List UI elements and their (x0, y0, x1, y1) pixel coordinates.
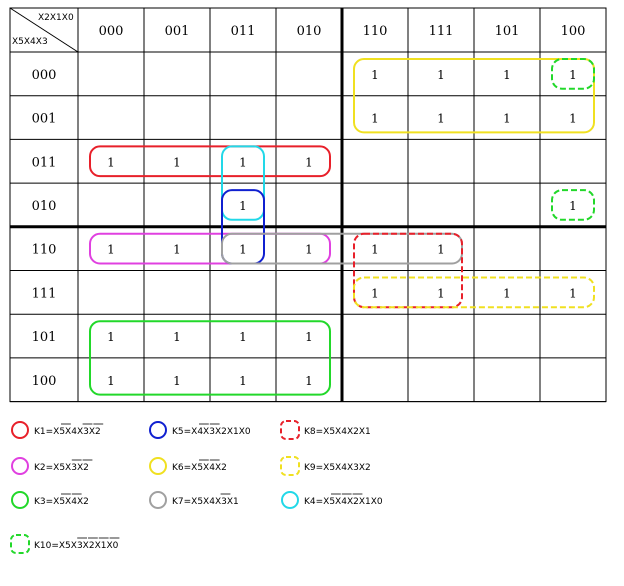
cell-one: 1 (371, 286, 379, 300)
cell-one: 1 (239, 243, 247, 257)
column-header: 001 (165, 24, 190, 39)
cell-one: 1 (305, 243, 313, 257)
legend-label-k10: K10=X5X3X2X1X0 (34, 541, 119, 551)
group-loop-k10 (551, 58, 595, 90)
cell-one: 1 (239, 330, 247, 344)
cell-one: 1 (371, 243, 379, 257)
legend-swatch (11, 421, 29, 439)
cell-one: 1 (503, 68, 511, 82)
cell-one: 1 (173, 330, 181, 344)
group-loop-k1 (89, 145, 331, 178)
legend-swatch (280, 456, 300, 476)
cell-one: 1 (305, 374, 313, 388)
legend-label-k7: K7=X5X4X3X1 (172, 497, 239, 507)
legend: K1=X5X4X3X2 K5=X4X3X2X1X0 K8=X5X4X2X1 K2=X5… (10, 420, 383, 554)
legend-swatch (11, 457, 29, 475)
column-header: 100 (561, 24, 586, 39)
cell-one: 1 (503, 286, 511, 300)
row-header: 100 (32, 374, 57, 389)
legend-swatch (281, 491, 299, 509)
corner-label-left: X5X4X3 (12, 37, 48, 47)
group-loop-k3 (89, 320, 331, 396)
cell-one: 1 (437, 286, 445, 300)
legend-swatch (149, 421, 167, 439)
corner-label-top: X2X1X0 (38, 13, 74, 23)
map-cells: 1 1 1 1 1 1 1 1 1 1 1 1 1 1 1 1 1 1 1 1 1 1 1 1 1 1 1 1 1 1 1 1 (107, 68, 577, 388)
cell-one: 1 (107, 243, 115, 257)
legend-swatch (149, 491, 167, 509)
row-header: 001 (32, 112, 57, 127)
legend-label-k2: K2=X5X3X2 (34, 463, 89, 473)
row-header: 101 (32, 330, 57, 345)
cell-one: 1 (569, 199, 577, 213)
cell-one: 1 (107, 330, 115, 344)
row-header: 110 (32, 243, 57, 258)
row-header: 111 (32, 286, 57, 301)
column-header: 101 (495, 24, 520, 39)
group-loop-k2 (89, 232, 331, 265)
row-header: 000 (32, 68, 57, 83)
row-header: 010 (32, 199, 57, 214)
cell-one: 1 (305, 155, 313, 169)
cell-one: 1 (569, 286, 577, 300)
cell-one: 1 (107, 374, 115, 388)
cell-one: 1 (239, 155, 247, 169)
column-header: 110 (363, 24, 388, 39)
row-header: 011 (32, 155, 57, 170)
legend-swatch (11, 491, 29, 509)
legend-label-k4: K4=X5X4X2X1X0 (304, 497, 383, 507)
group-loop-k10b (551, 189, 595, 221)
legend-label-k3: K3=X5X4X2 (34, 497, 89, 507)
map-headers: X2X1X0 X5X4X3 000 001 011 010 110 111 101 10000… (12, 13, 585, 389)
legend-label-k9: K9=X5X4X3X2 (304, 463, 371, 473)
column-header: 000 (99, 24, 124, 39)
corner-diagonal (9, 7, 79, 53)
column-header: 111 (429, 24, 454, 39)
cell-one: 1 (239, 199, 247, 213)
group-loop-k4 (221, 145, 265, 221)
legend-swatch (149, 457, 167, 475)
cell-one: 1 (437, 243, 445, 257)
cell-one: 1 (173, 243, 181, 257)
legend-label-k6: K6=X5X4X2 (172, 463, 227, 473)
cell-one: 1 (239, 374, 247, 388)
group-loops (89, 58, 595, 396)
cell-one: 1 (437, 68, 445, 82)
cell-one: 1 (107, 155, 115, 169)
cell-one: 1 (569, 68, 577, 82)
legend-label-k1: K1=X5X4X3X2 (34, 427, 101, 437)
cell-one: 1 (503, 112, 511, 126)
legend-label-k5: K5=X4X3X2X1X0 (172, 427, 251, 437)
column-header: 010 (297, 24, 322, 39)
map-grid (9, 7, 607, 403)
legend-swatch (10, 534, 30, 554)
cell-one: 1 (371, 68, 379, 82)
cell-one: 1 (437, 112, 445, 126)
cell-one: 1 (305, 330, 313, 344)
cell-one: 1 (371, 112, 379, 126)
cell-one: 1 (173, 374, 181, 388)
group-loop-k9 (353, 276, 595, 309)
legend-swatch (280, 420, 300, 440)
column-header: 011 (231, 24, 256, 39)
group-loop-k6 (353, 58, 595, 134)
cell-one: 1 (173, 155, 181, 169)
legend-label-k8: K8=X5X4X2X1 (304, 427, 371, 437)
cell-one: 1 (569, 112, 577, 126)
